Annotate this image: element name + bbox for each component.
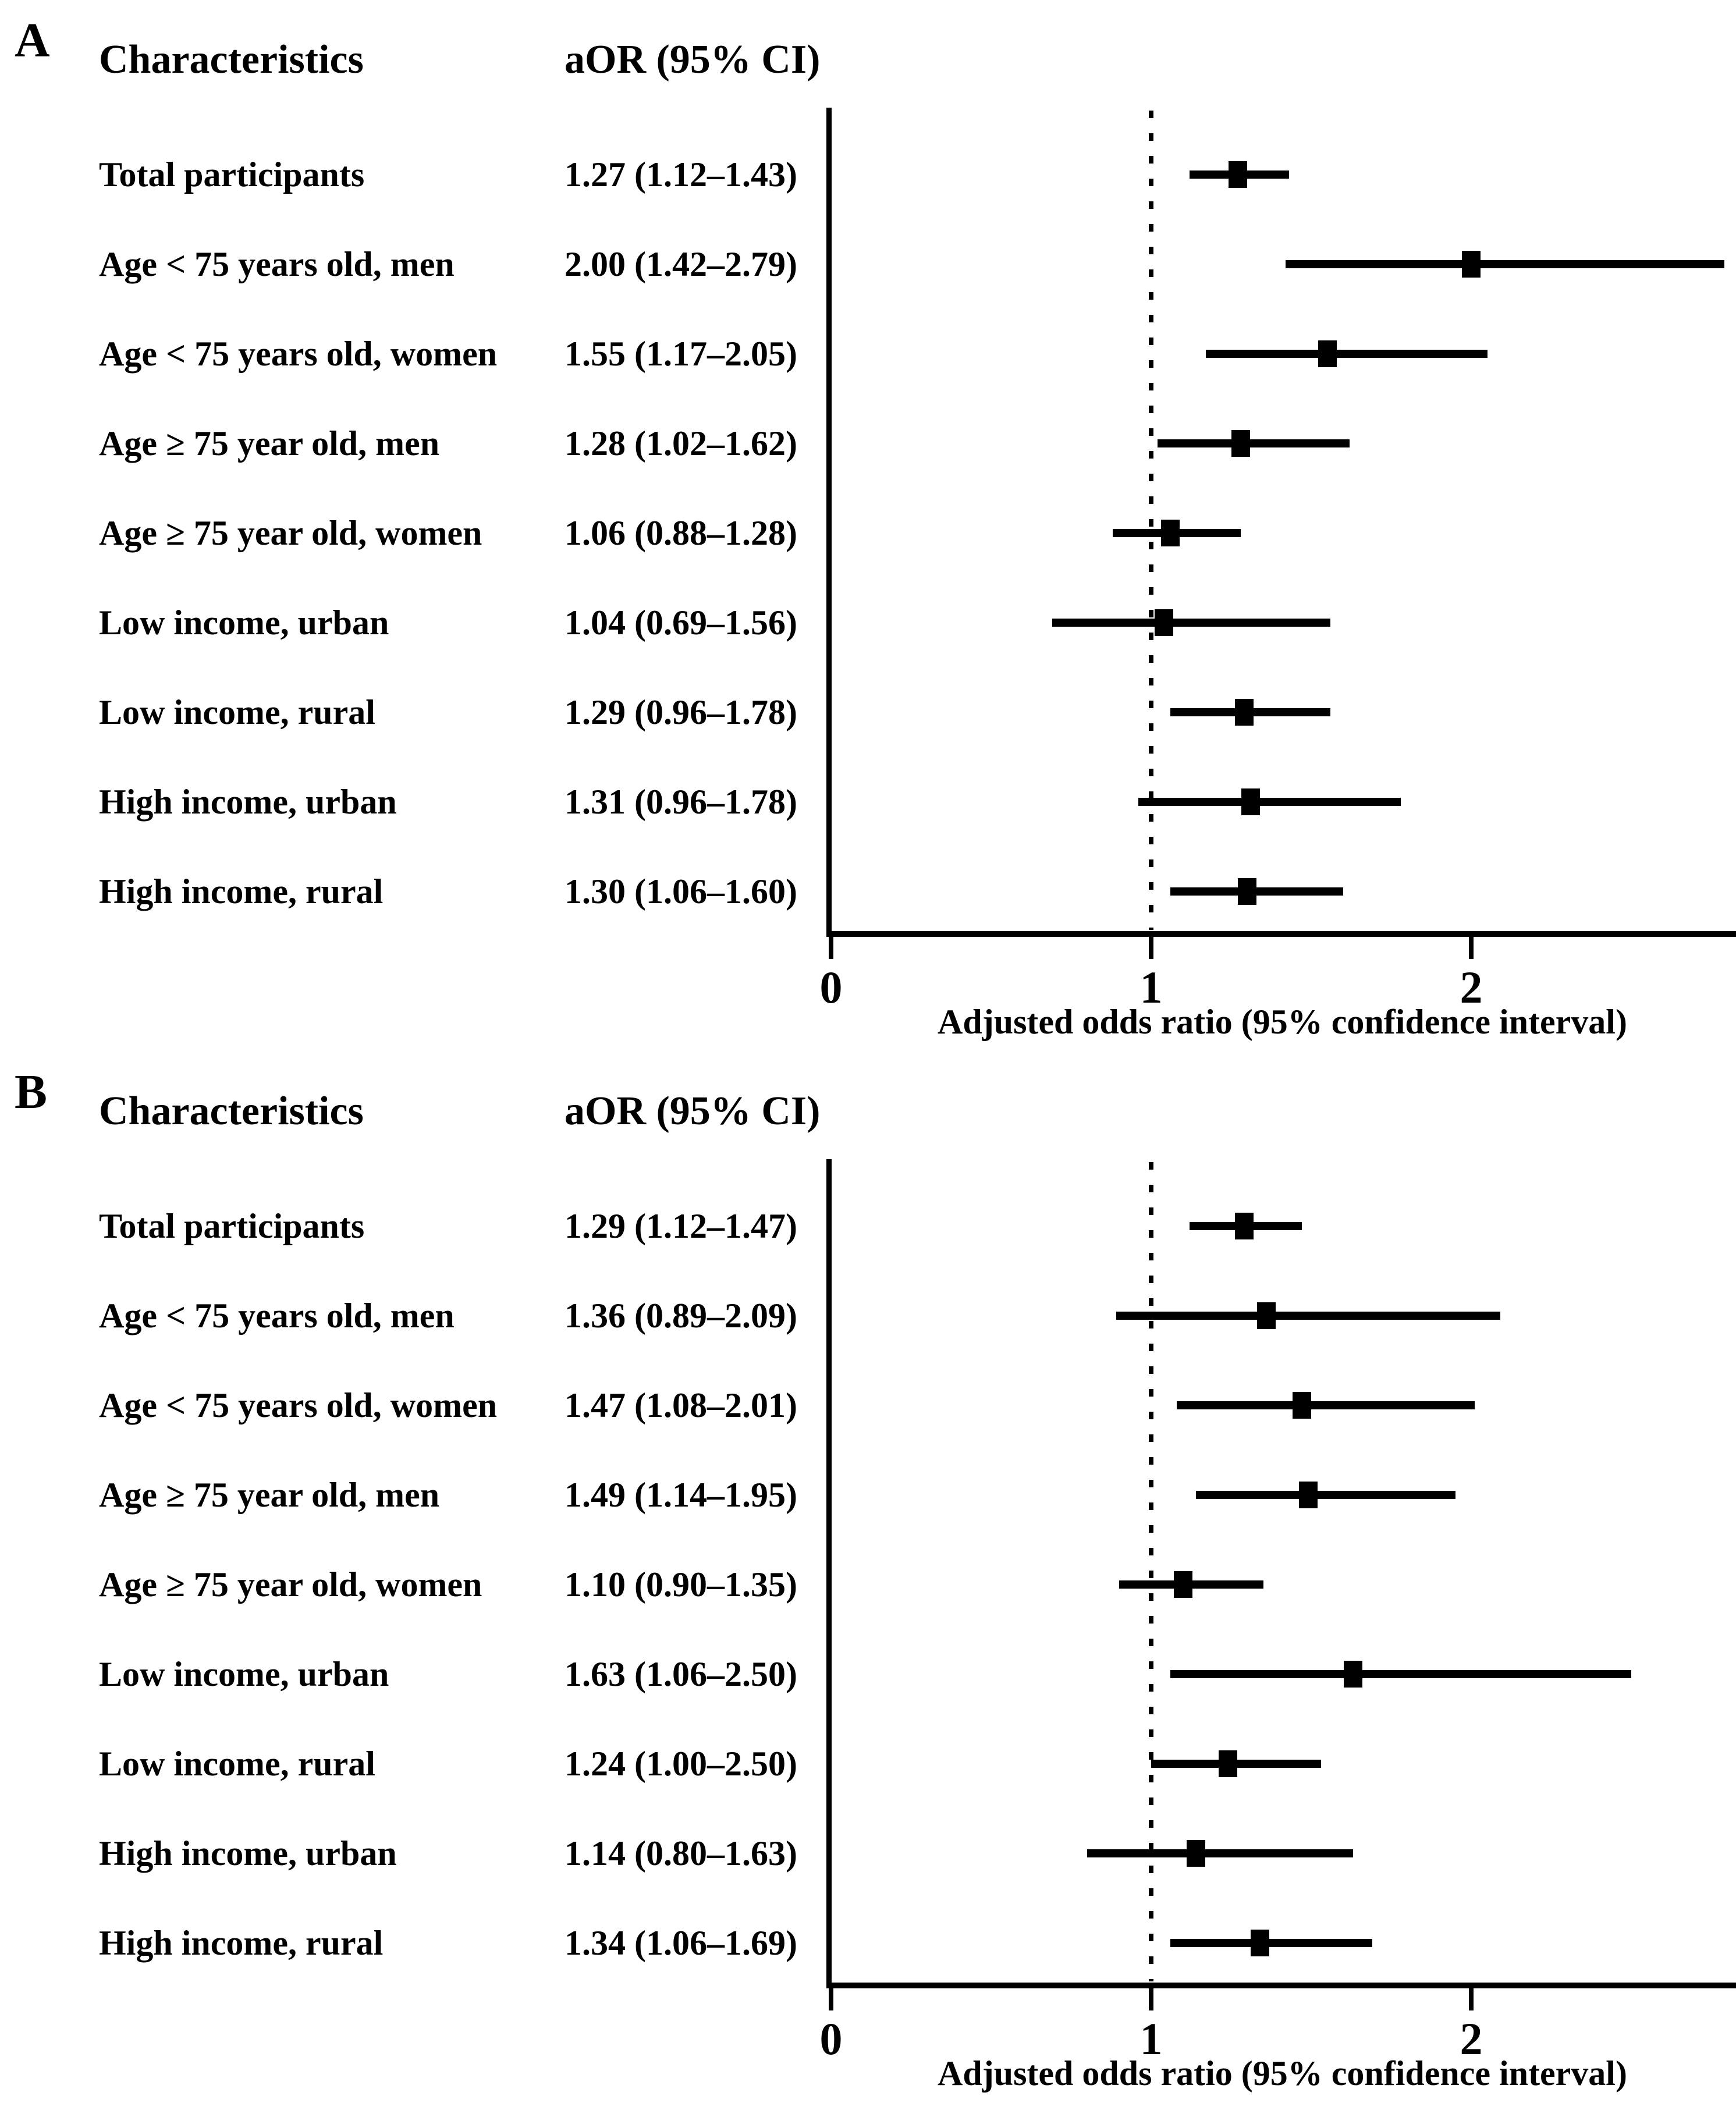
panel-a: A Characteristics aOR (95% CI) Total par… <box>15 13 1736 1041</box>
panel-a-tick-1 <box>1149 937 1153 959</box>
or-marker <box>1234 1213 1254 1239</box>
panel-a-x-axis-title: Adjusted odds ratio (95% confidence inte… <box>938 1003 1627 1041</box>
panel-b-letter: B <box>15 1065 48 1119</box>
ci-bar <box>1138 798 1401 806</box>
row-label: High income, urban <box>99 1834 397 1873</box>
or-marker <box>1462 251 1481 278</box>
row-label: High income, rural <box>99 872 384 911</box>
or-marker <box>1318 340 1337 367</box>
panel-a-tick-label-2: 2 <box>1460 962 1483 1013</box>
row-label: Age < 75 years old, men <box>99 1296 455 1335</box>
row-aor-value: 1.30 (1.06–1.60) <box>565 872 797 911</box>
or-marker <box>1174 1571 1192 1598</box>
row-aor-value: 1.10 (0.90–1.35) <box>565 1565 797 1604</box>
row-label: High income, rural <box>99 1924 384 1962</box>
or-marker <box>1292 1392 1311 1419</box>
ci-bar <box>1286 260 1724 268</box>
row-aor-value: 1.14 (0.80–1.63) <box>565 1834 797 1873</box>
ci-bar <box>1196 1491 1455 1499</box>
row-label: Age ≥ 75 year old, men <box>99 424 440 463</box>
ci-bar <box>1170 887 1343 896</box>
ci-bar <box>1205 350 1488 358</box>
panel-a-tick-2 <box>1469 937 1474 959</box>
or-marker <box>1241 788 1260 815</box>
row-aor-value: 1.47 (1.08–2.01) <box>565 1386 797 1425</box>
row-aor-value: 1.63 (1.06–2.50) <box>565 1655 797 1693</box>
row-aor-value: 1.29 (1.12–1.47) <box>565 1207 797 1245</box>
or-marker <box>1251 1930 1269 1956</box>
row-label: Total participants <box>99 1207 365 1245</box>
panel-a-characteristics-header: Characteristics <box>99 37 364 82</box>
panel-b-tick-label-2: 2 <box>1460 2013 1483 2064</box>
panel-b-tick-1 <box>1149 1988 1153 2010</box>
row-aor-value: 1.27 (1.12–1.43) <box>565 155 797 194</box>
row-aor-value: 1.49 (1.14–1.95) <box>565 1476 797 1514</box>
panel-b-characteristics-header: Characteristics <box>99 1089 364 1134</box>
or-marker <box>1161 520 1180 546</box>
row-aor-value: 1.31 (0.96–1.78) <box>565 783 797 821</box>
or-marker <box>1343 1661 1362 1688</box>
row-aor-value: 1.06 (0.88–1.28) <box>565 514 797 552</box>
panel-a-x-axis-line <box>826 931 1736 937</box>
panel-b-y-axis-line <box>826 1159 832 1988</box>
panel-b-tick-2 <box>1469 1988 1474 2010</box>
or-marker <box>1298 1482 1318 1508</box>
row-aor-value: 1.28 (1.02–1.62) <box>565 424 797 463</box>
or-marker <box>1187 1840 1205 1867</box>
ci-bar <box>1087 1849 1353 1857</box>
panel-b-x-axis-title: Adjusted odds ratio (95% confidence inte… <box>938 2054 1627 2093</box>
or-marker <box>1219 1750 1237 1777</box>
panel-a-y-axis-line <box>826 108 832 936</box>
row-label: Age < 75 years old, men <box>99 245 455 283</box>
row-aor-value: 1.34 (1.06–1.69) <box>565 1924 797 1962</box>
panel-a-tick-0 <box>829 937 833 959</box>
panel-b-reference-line-or1 <box>1149 1162 1153 1981</box>
panel-a-tick-label-0: 0 <box>819 962 843 1013</box>
ci-bar <box>1170 1670 1631 1678</box>
ci-bar <box>1177 1401 1475 1409</box>
panel-b: B Characteristics aOR (95% CI) Total par… <box>0 1052 1736 2103</box>
ci-bar <box>1170 1939 1372 1947</box>
or-marker <box>1234 699 1254 726</box>
or-marker <box>1257 1302 1276 1329</box>
row-aor-value: 1.24 (1.00–2.50) <box>565 1745 797 1783</box>
panel-b-aor-header: aOR (95% CI) <box>565 1089 821 1134</box>
panel-b-tick-0 <box>829 1988 833 2010</box>
panel-a-reference-line-or1 <box>1149 111 1153 930</box>
ci-bar <box>1158 439 1350 447</box>
panel-a-tick-label-1: 1 <box>1139 962 1163 1013</box>
row-aor-value: 1.04 (0.69–1.56) <box>565 603 797 642</box>
row-label: Age < 75 years old, women <box>99 335 498 373</box>
panel-b-tick-label-1: 1 <box>1139 2013 1163 2064</box>
row-aor-value: 1.55 (1.17–2.05) <box>565 335 797 373</box>
ci-bar <box>1116 1312 1500 1320</box>
row-aor-value: 2.00 (1.42–2.79) <box>565 245 797 283</box>
row-label: Age ≥ 75 year old, women <box>99 1565 482 1604</box>
row-label: Low income, rural <box>99 1745 375 1783</box>
panel-b-x-axis-line <box>826 1983 1736 1988</box>
row-label: Total participants <box>99 155 365 194</box>
row-aor-value: 1.36 (0.89–2.09) <box>565 1296 797 1335</box>
panel-a-letter: A <box>15 13 50 68</box>
or-marker <box>1231 430 1250 457</box>
panel-a-aor-header: aOR (95% CI) <box>565 37 821 82</box>
row-aor-value: 1.29 (0.96–1.78) <box>565 693 797 731</box>
row-label: Age ≥ 75 year old, women <box>99 514 482 552</box>
or-marker <box>1155 609 1173 636</box>
row-label: Age ≥ 75 year old, men <box>99 1476 440 1514</box>
row-label: Low income, urban <box>99 1655 389 1693</box>
row-label: Age < 75 years old, women <box>99 1386 498 1425</box>
panel-b-tick-label-0: 0 <box>819 2013 843 2064</box>
or-marker <box>1228 161 1247 188</box>
row-label: Low income, rural <box>99 693 375 731</box>
row-label: Low income, urban <box>99 603 389 642</box>
ci-bar <box>1052 619 1330 627</box>
or-marker <box>1238 878 1256 905</box>
row-label: High income, urban <box>99 783 397 821</box>
